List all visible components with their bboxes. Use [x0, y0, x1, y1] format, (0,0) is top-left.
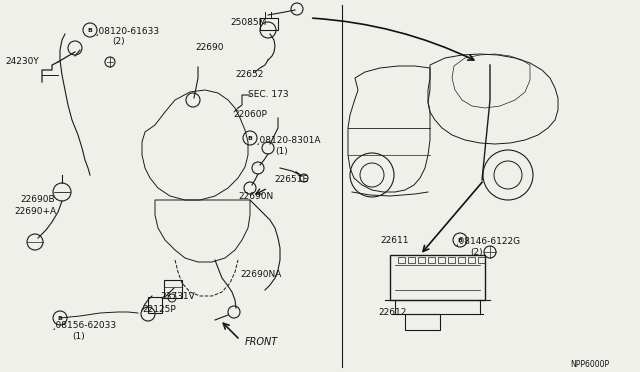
Text: 22690B: 22690B [20, 195, 54, 204]
Bar [260, 18, 278, 30]
Text: B: B [88, 28, 92, 32]
Text: 22652: 22652 [235, 70, 264, 79]
Bar [478, 257, 485, 263]
Bar [468, 257, 475, 263]
Text: B: B [58, 315, 63, 321]
Text: ¸08120-61633: ¸08120-61633 [95, 26, 160, 35]
Text: FRONT: FRONT [245, 337, 278, 347]
Text: 22060P: 22060P [233, 110, 267, 119]
Text: SEC. 173: SEC. 173 [248, 90, 289, 99]
Text: 23731V: 23731V [160, 292, 195, 301]
Text: B: B [458, 237, 463, 243]
Text: 22611: 22611 [380, 236, 408, 245]
Text: ¸08156-62033: ¸08156-62033 [52, 320, 117, 329]
Text: 22690: 22690 [195, 43, 223, 52]
Text: 25085M: 25085M [230, 18, 266, 27]
Bar [390, 255, 485, 300]
Text: (2): (2) [112, 37, 125, 46]
Bar [418, 257, 425, 263]
Text: 24230Y: 24230Y [5, 57, 39, 66]
Bar [438, 257, 445, 263]
Text: B: B [248, 135, 252, 141]
Bar [448, 257, 455, 263]
Text: (1): (1) [72, 332, 84, 341]
Text: 22125P: 22125P [142, 305, 176, 314]
Text: 22612: 22612 [378, 308, 406, 317]
Text: 22690+A: 22690+A [14, 207, 56, 216]
Text: ¸08120-8301A: ¸08120-8301A [256, 135, 321, 144]
Bar [428, 257, 435, 263]
Bar [408, 257, 415, 263]
Text: 22690NA: 22690NA [240, 270, 282, 279]
Bar [405, 314, 440, 330]
Text: ¸08146-6122G: ¸08146-6122G [455, 236, 521, 245]
Text: 22651E: 22651E [274, 175, 308, 184]
Text: 22690N: 22690N [238, 192, 273, 201]
Text: NPP6000P: NPP6000P [570, 360, 609, 369]
Text: (2): (2) [470, 248, 483, 257]
Bar [458, 257, 465, 263]
Text: (1): (1) [275, 147, 288, 156]
Bar [148, 297, 162, 313]
Bar [164, 280, 182, 298]
Bar [398, 257, 405, 263]
